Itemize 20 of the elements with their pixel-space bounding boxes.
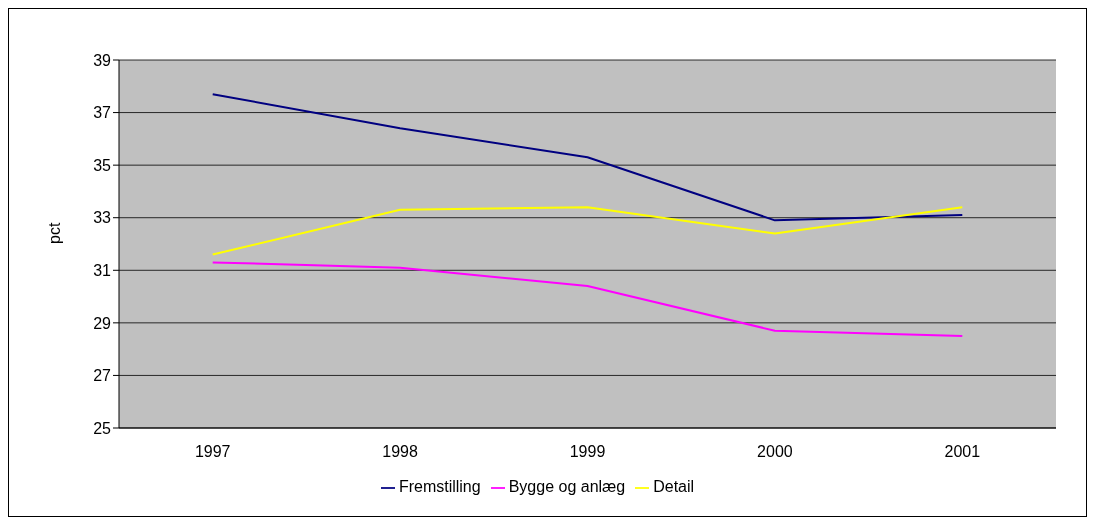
line-series [211,93,964,222]
legend-label: Detail [653,478,695,495]
y-tick-label: 39 [93,51,112,69]
line-series [211,261,964,337]
y-tick-label: 29 [93,314,112,332]
y-tick-label: 27 [93,367,112,385]
y-tick-label: 31 [93,261,112,279]
legend-label: Bygge og anlæg [508,478,626,495]
x-tick-label: 1998 [382,443,418,461]
legend-label: Fremstilling [398,478,481,495]
x-tick-label: 1999 [569,443,606,461]
y-tick-label: 37 [93,104,112,122]
y-tick-label: 25 [93,419,112,437]
y-axis-title: pct [45,222,63,244]
x-tick-label: 2001 [944,443,981,461]
y-tick-label: 33 [93,209,112,227]
y-tick-label: 35 [93,156,112,174]
x-tick-label: 1997 [194,443,231,461]
line-series [211,206,964,256]
x-tick-label: 2000 [757,443,793,461]
